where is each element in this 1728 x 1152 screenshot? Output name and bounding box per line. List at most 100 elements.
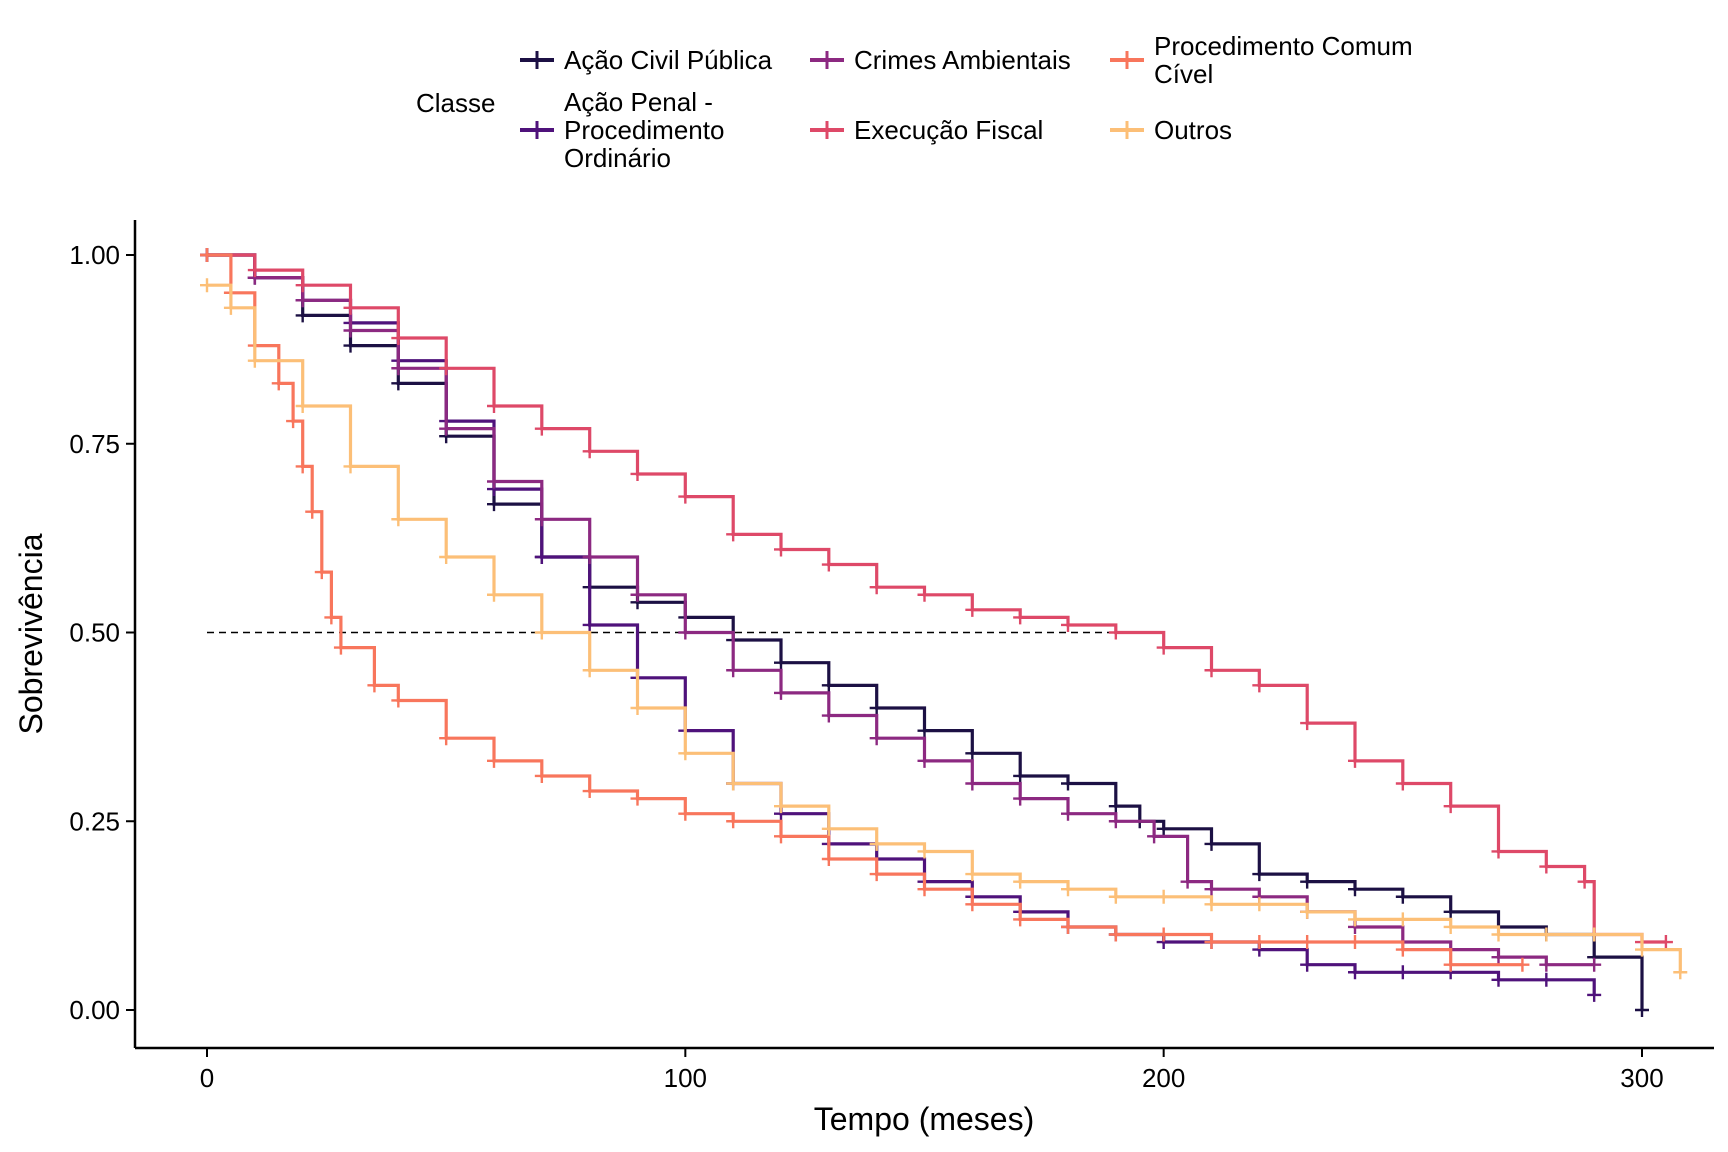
y-tick-label: 0.75 [69,429,120,459]
censor-mark [343,459,358,474]
censor-mark [869,701,884,715]
censor-mark [582,444,597,459]
censor-mark [534,421,549,436]
censor-mark [1147,829,1162,844]
censor-mark [965,897,980,912]
censor-mark [869,836,884,851]
censor-mark [726,814,741,829]
censor-mark [1348,935,1362,950]
censor-mark [391,361,406,376]
censor-mark [439,550,454,564]
censor-mark [487,474,501,489]
censor-mark [1108,889,1123,904]
censor-mark [534,625,549,640]
censor-mark [1658,935,1673,950]
censor-mark [295,278,310,293]
censor-mark [917,753,932,768]
legend-label: Ação Civil Pública [564,45,773,75]
censor-mark [821,852,836,866]
legend-label: Ação Penal - [564,87,713,117]
censor-mark [1061,776,1075,791]
censor-mark [1491,972,1506,987]
censor-mark [1539,859,1554,874]
censor-mark [1156,821,1171,836]
censor-mark [821,678,836,693]
censor-mark [1635,942,1649,957]
censor-mark [1587,987,1602,1002]
censor-mark [1673,965,1688,980]
censor-mark [439,731,454,746]
censor-mark [487,753,501,768]
censor-mark [1061,919,1075,934]
censor-mark [1348,882,1362,897]
censor-mark [1539,972,1554,987]
censor-mark [630,791,645,806]
censor-mark [1395,942,1410,957]
censor-mark [487,399,501,413]
censor-mark [1635,1003,1649,1017]
censor-mark [247,353,262,368]
censor-mark [1395,776,1410,791]
censor-mark [630,587,645,602]
censor-mark [1204,882,1219,897]
legend-label: Ordinário [564,143,671,173]
x-tick-label: 300 [1620,1063,1663,1093]
censor-mark [1204,935,1219,950]
censor-mark [1539,957,1554,972]
censor-mark [391,693,406,708]
censor-mark [343,300,358,315]
censor-mark [391,331,406,346]
censor-mark [324,610,339,625]
censor-mark [1252,678,1267,693]
censor-mark [965,867,980,882]
censor-mark [582,784,597,799]
y-tick-label: 0.00 [69,995,120,1025]
survival-curve-series-6 [207,283,1682,973]
censor-mark [774,829,788,844]
censor-mark [1156,927,1171,942]
censor-mark [223,300,238,315]
censor-mark [1443,799,1458,814]
censor-mark [678,489,693,504]
y-axis-title: Sobrevivência [13,533,49,734]
y-tick-label: 0.50 [69,618,120,648]
legend-entry: Execução Fiscal [810,115,1043,145]
censor-mark [630,466,645,481]
censor-mark [917,723,932,738]
censor-mark [869,580,884,595]
censor-mark [821,708,836,723]
censor-mark [1013,912,1028,927]
censor-mark [582,617,597,632]
censor-mark [1252,867,1267,882]
censor-mark [1491,927,1506,942]
censor-mark [1348,912,1362,927]
censor-mark [314,565,329,580]
censor-mark [917,844,932,859]
censor-mark [917,882,932,897]
censor-mark [343,338,358,353]
censor-mark [1395,912,1410,927]
censor-mark [1395,965,1410,980]
axes: 0.00 0.25 0.50 0.75 1.00 0 100 200 300 [69,220,1714,1093]
censor-mark [965,776,980,791]
x-axis-title: Tempo (meses) [814,1101,1035,1137]
censor-mark [1108,799,1123,814]
censor-mark [391,512,406,527]
censor-mark [1252,897,1267,912]
censor-mark [1300,874,1315,889]
censor-mark [1204,663,1219,678]
legend-label: Execução Fiscal [854,115,1043,145]
censor-mark [1443,904,1458,919]
censor-mark [821,557,836,572]
censor-mark [367,678,382,693]
y-tick-label: 1.00 [69,240,120,270]
censor-mark [295,459,310,474]
survival-curve-series-2 [207,253,1596,995]
censor-mark [630,701,645,715]
legend-label: Procedimento Comum [1154,31,1413,61]
legend-label: Crimes Ambientais [854,45,1071,75]
legend-label: Procedimento [564,115,724,145]
censor-mark [1348,753,1362,768]
censor-mark [1300,904,1315,919]
censor-mark [1252,935,1267,950]
